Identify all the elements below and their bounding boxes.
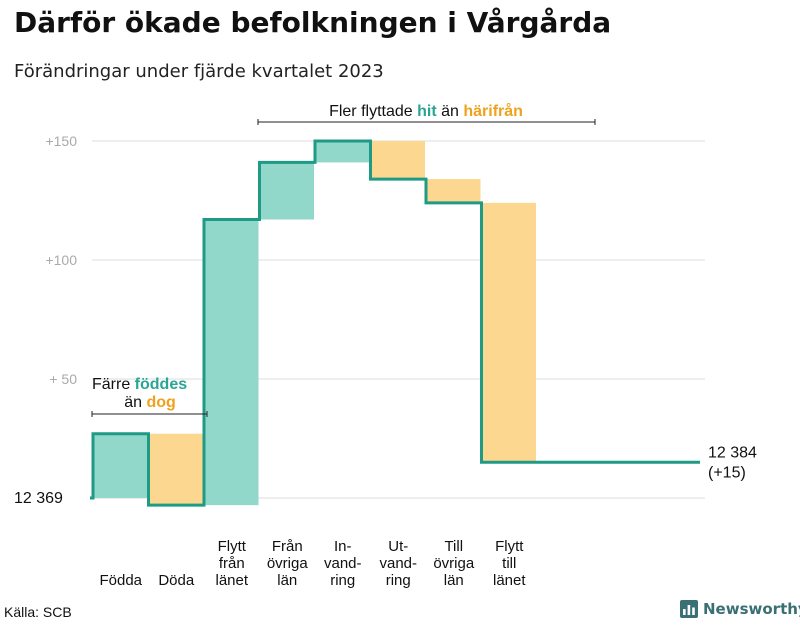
category-label: Flytt xyxy=(218,538,247,555)
y-tick-label: +100 xyxy=(45,252,77,268)
births-annotation-bracket xyxy=(91,411,208,417)
category-label: till xyxy=(502,555,516,572)
category-label: övriga xyxy=(267,555,309,572)
y-tick-label: +150 xyxy=(45,133,77,149)
waterfall-bar xyxy=(94,433,148,498)
migration-annotation-bracket xyxy=(257,119,596,125)
category-label: länet xyxy=(215,572,248,589)
category-label: län xyxy=(444,572,464,589)
births-annotation-line1: Färre föddes xyxy=(92,376,187,393)
running-total-line xyxy=(90,139,700,507)
category-label: In- xyxy=(334,538,352,555)
category-label: Flytt xyxy=(495,538,524,555)
bar-chart-icon xyxy=(680,600,698,618)
waterfall-bar xyxy=(260,162,314,220)
waterfall-bar xyxy=(482,202,536,463)
category-label: ring xyxy=(386,572,411,589)
y-tick-label: + 50 xyxy=(49,371,77,387)
category-label: Från xyxy=(272,538,303,555)
category-label: vand- xyxy=(324,555,362,572)
waterfall-bar xyxy=(149,433,203,506)
category-label: Ut- xyxy=(388,538,408,555)
source-note: Källa: SCB xyxy=(4,604,72,620)
waterfall-bar xyxy=(316,141,370,163)
category-label: Födda xyxy=(99,572,142,589)
category-label: från xyxy=(219,555,245,572)
newsworthy-logo: Newsworthy xyxy=(680,600,800,618)
waterfall-bar xyxy=(205,219,259,506)
category-label: vand- xyxy=(379,555,417,572)
category-label: ring xyxy=(330,572,355,589)
category-label: övriga xyxy=(433,555,475,572)
category-label: länet xyxy=(493,572,526,589)
category-label: Döda xyxy=(158,572,195,589)
end-change-label: (+15) xyxy=(708,464,746,481)
chart-subtitle: Förändringar under fjärde kvartalet 2023 xyxy=(14,61,384,82)
end-value-label: 12 384 xyxy=(708,444,757,461)
waterfall-bar xyxy=(427,179,481,203)
chart-title: Därför ökade befolkningen i Vårgårda xyxy=(14,6,612,39)
category-label: Till xyxy=(444,538,463,555)
category-label: län xyxy=(277,572,297,589)
migration-annotation: Fler flyttade hit än härifrån xyxy=(329,102,523,120)
start-value-label: 12 369 xyxy=(14,490,63,507)
births-annotation-line2: än dog xyxy=(124,394,176,411)
waterfall-bar xyxy=(371,141,425,180)
brand-name: Newsworthy xyxy=(703,600,800,618)
